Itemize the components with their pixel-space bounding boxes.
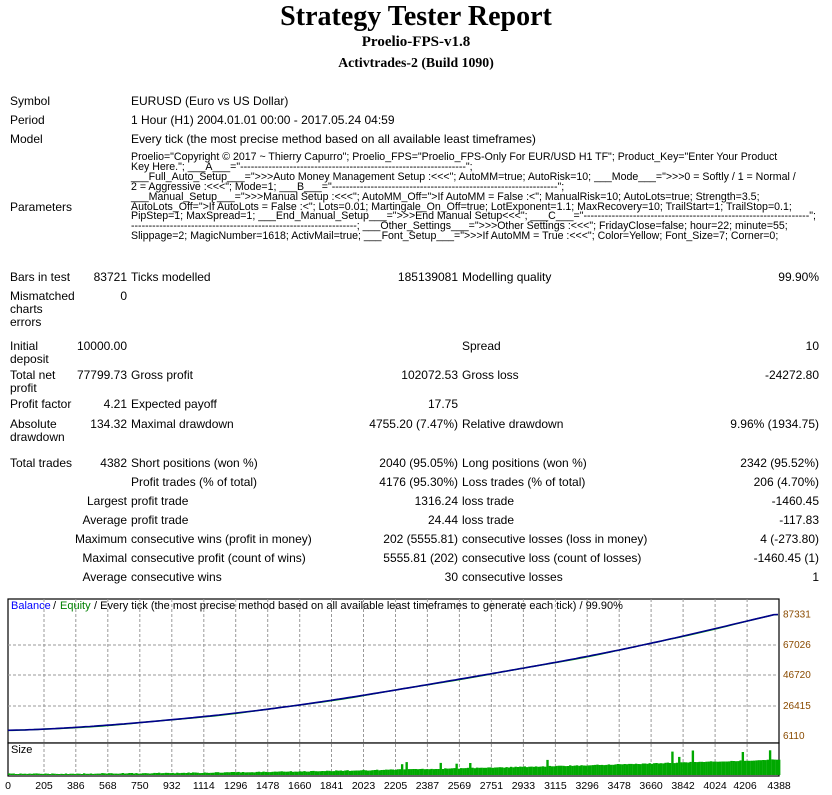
svg-text:2387: 2387 [416,780,440,792]
svg-text:3296: 3296 [576,780,600,792]
svg-text:Balance: Balance [11,600,51,612]
svg-text:26415: 26415 [783,701,811,712]
svg-text:0: 0 [5,780,11,792]
svg-text:932: 932 [163,780,181,792]
svg-text:2933: 2933 [512,780,536,792]
svg-text:4206: 4206 [733,780,757,792]
svg-text:87331: 87331 [783,610,811,621]
svg-text:6110: 6110 [783,731,805,742]
svg-text:3115: 3115 [544,780,567,792]
svg-text:4024: 4024 [703,780,727,792]
svg-text:46720: 46720 [783,670,811,681]
svg-text:1114: 1114 [193,780,215,792]
svg-text:2205: 2205 [384,780,408,792]
svg-text:Equity: Equity [60,600,91,612]
svg-text:2569: 2569 [448,780,472,792]
svg-text:2023: 2023 [352,780,376,792]
svg-text:3842: 3842 [671,780,695,792]
svg-text:/ Every tick (the most precise: / Every tick (the most precise method ba… [94,600,623,612]
svg-text:750: 750 [131,780,149,792]
svg-text:3660: 3660 [639,780,663,792]
svg-text:67026: 67026 [783,640,811,651]
svg-text:2751: 2751 [480,780,504,792]
svg-text:568: 568 [99,780,117,792]
svg-text:1478: 1478 [256,780,280,792]
svg-text:1296: 1296 [224,780,248,792]
svg-text:1660: 1660 [288,780,312,792]
svg-text:1841: 1841 [320,780,344,792]
svg-text:205: 205 [35,780,53,792]
svg-text:386: 386 [67,780,85,792]
svg-text:4388: 4388 [767,780,791,792]
svg-text:3478: 3478 [608,780,632,792]
svg-text:Size: Size [11,744,32,756]
